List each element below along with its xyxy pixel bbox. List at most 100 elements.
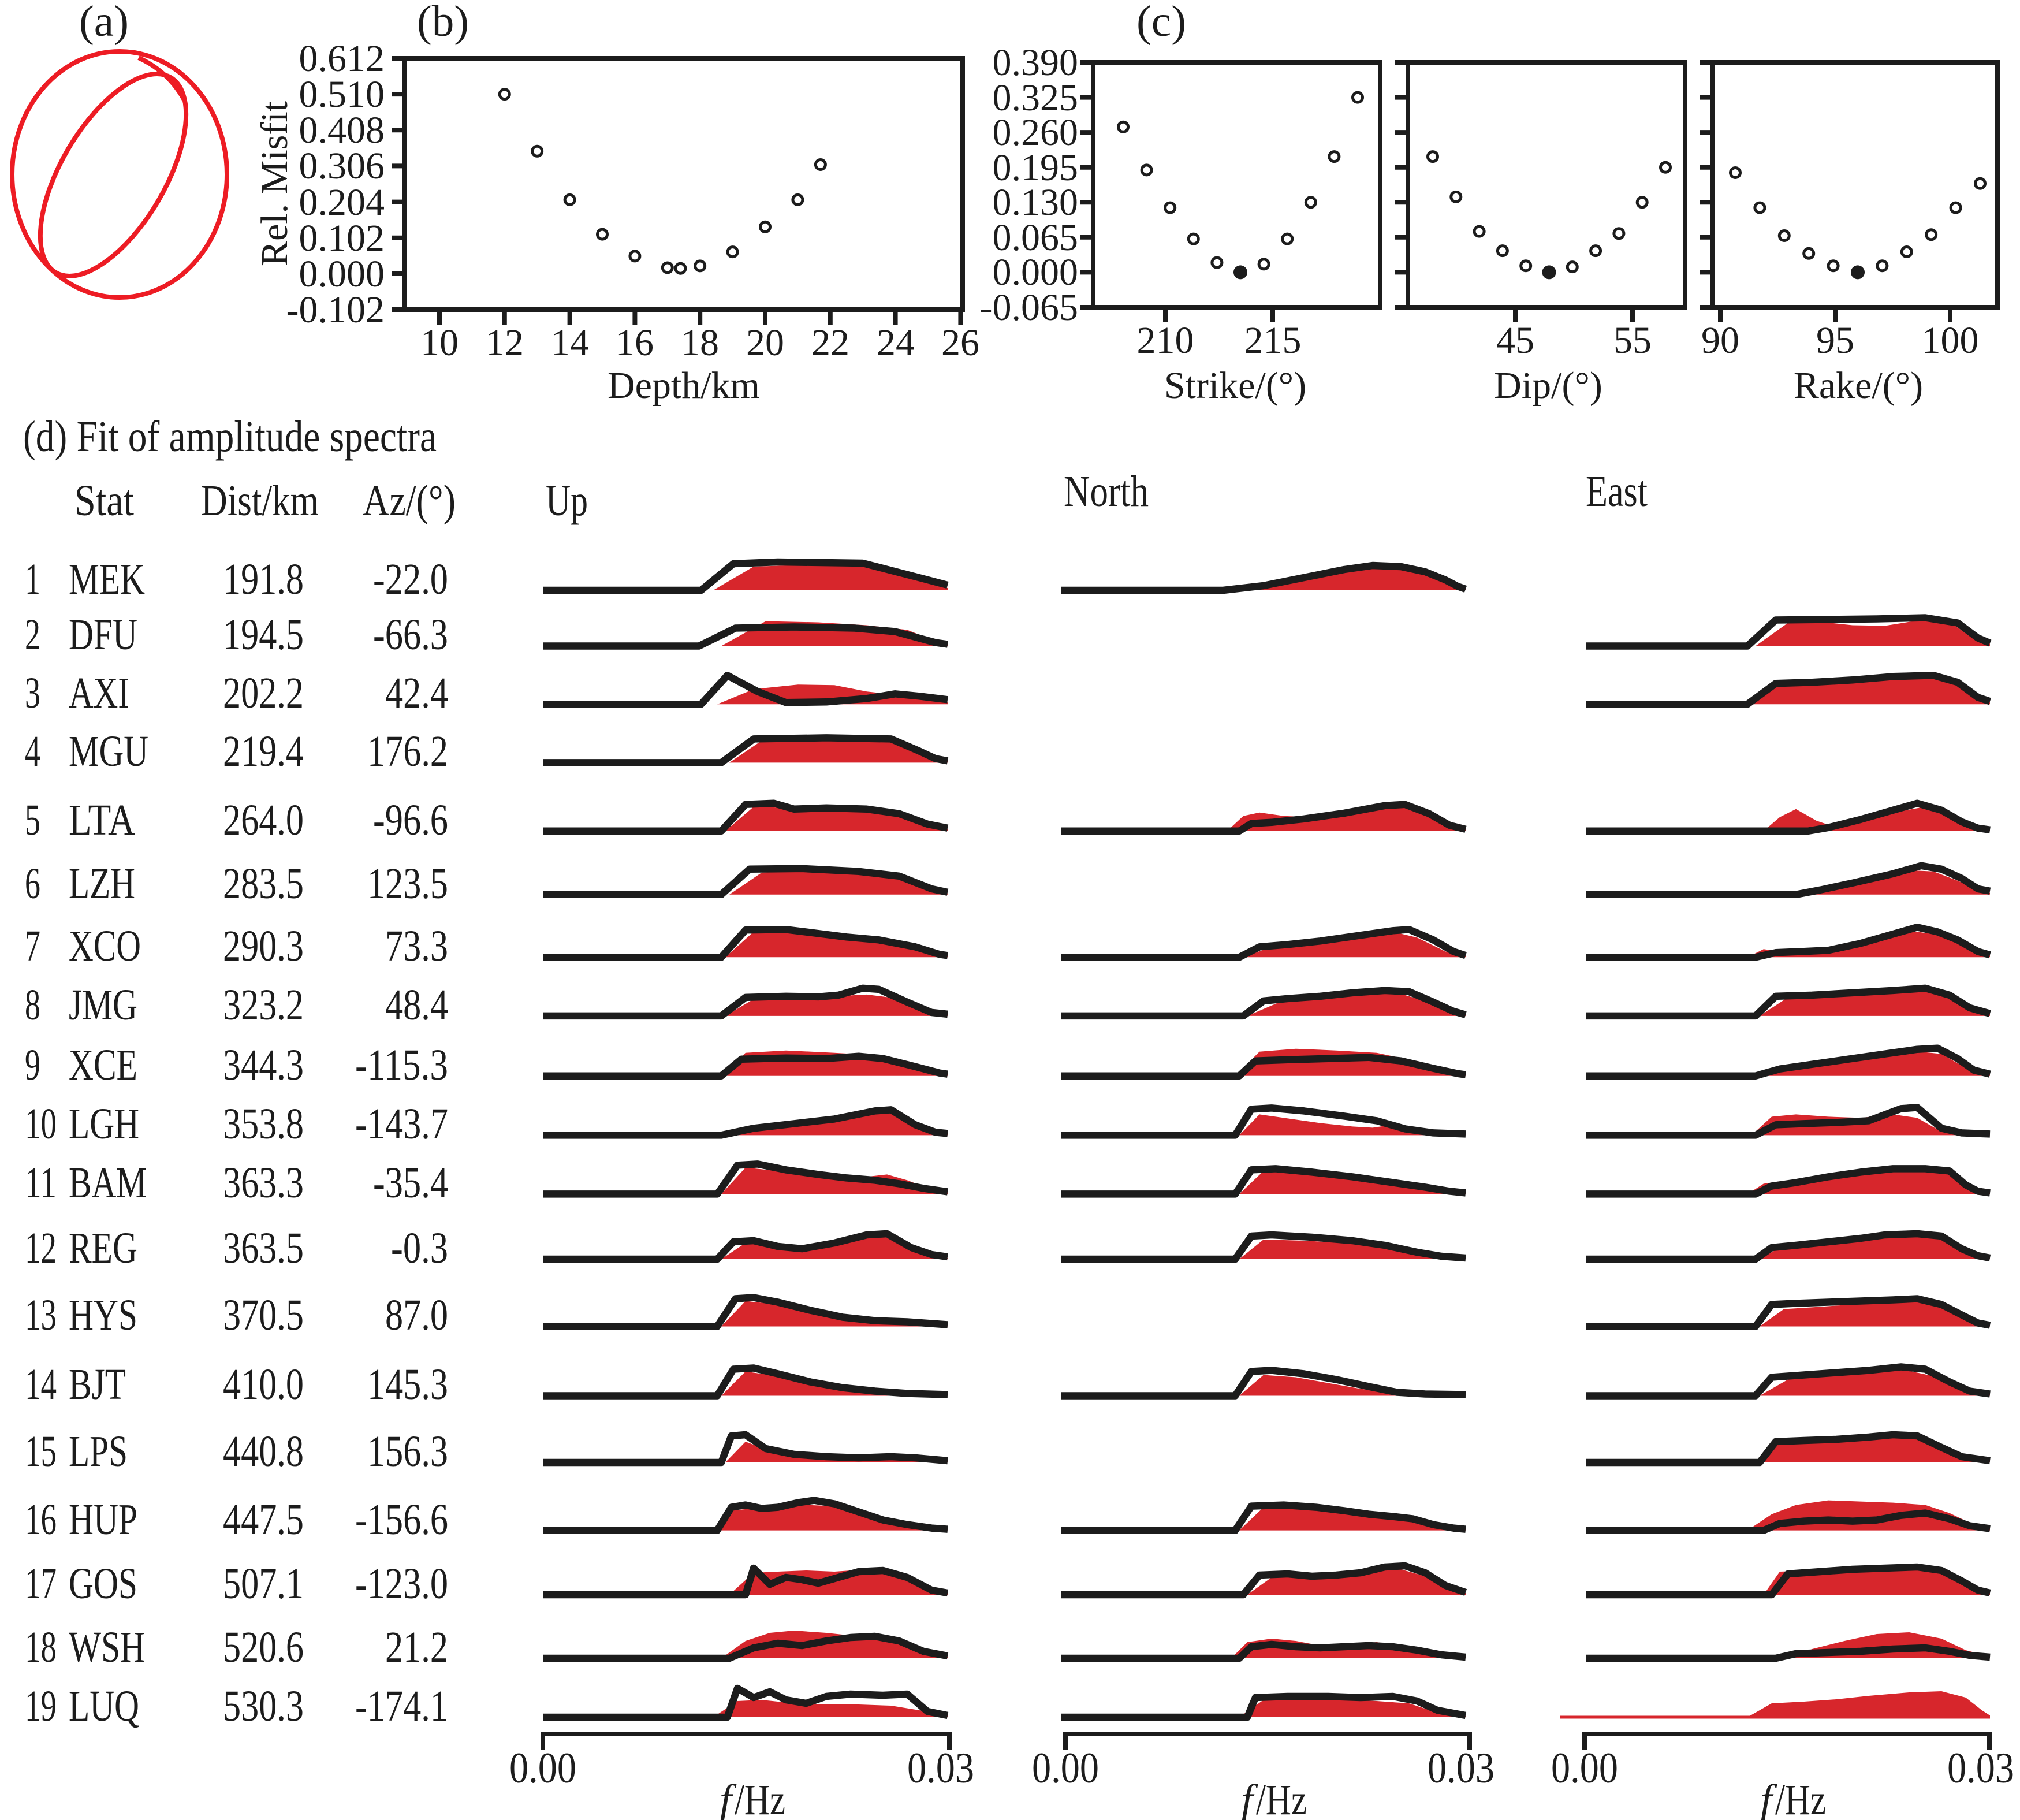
svg-text:0.03: 0.03	[1428, 1744, 1494, 1792]
svg-text:344.3: 344.3	[223, 1041, 304, 1089]
svg-text:Up: Up	[546, 477, 588, 525]
svg-text:16: 16	[616, 322, 654, 364]
svg-text:0.102: 0.102	[299, 217, 385, 259]
svg-text:0.065: 0.065	[993, 217, 1079, 259]
svg-text:283.5: 283.5	[223, 859, 304, 908]
svg-text:0.390: 0.390	[993, 42, 1079, 84]
svg-text:0.510: 0.510	[299, 73, 385, 116]
svg-text:(d) Fit of amplitude spectra: (d) Fit of amplitude spectra	[23, 412, 437, 461]
svg-text:11: 11	[25, 1159, 57, 1207]
svg-text:Stat: Stat	[74, 477, 134, 525]
svg-text:123.5: 123.5	[367, 859, 448, 908]
svg-text:100: 100	[1922, 319, 1979, 362]
svg-text:1: 1	[25, 555, 40, 604]
svg-text:-156.6: -156.6	[355, 1495, 448, 1544]
svg-text:XCO: XCO	[69, 922, 141, 970]
svg-text:48.4: 48.4	[385, 981, 448, 1029]
svg-text:215: 215	[1244, 319, 1302, 362]
svg-text:MEK: MEK	[69, 555, 145, 604]
svg-text:16: 16	[25, 1495, 57, 1544]
svg-text:0.325: 0.325	[993, 77, 1079, 119]
svg-text:8: 8	[25, 981, 40, 1029]
svg-text:0.00: 0.00	[1551, 1744, 1618, 1792]
svg-text:BAM: BAM	[69, 1159, 147, 1207]
svg-text:(a): (a)	[79, 0, 129, 46]
svg-text:20: 20	[746, 322, 784, 364]
svg-text:-174.1: -174.1	[355, 1682, 448, 1730]
svg-text:12: 12	[486, 322, 524, 364]
svg-text:JMG: JMG	[69, 981, 137, 1029]
svg-text:264.0: 264.0	[223, 796, 304, 844]
svg-text:26: 26	[941, 322, 979, 364]
svg-text:156.3: 156.3	[367, 1427, 448, 1476]
svg-text:LPS: LPS	[69, 1427, 128, 1476]
svg-text:Rake/(°): Rake/(°)	[1794, 364, 1923, 407]
svg-text:0.306: 0.306	[299, 145, 385, 187]
svg-text:-0.102: -0.102	[286, 289, 385, 331]
svg-text:Rel. Misfit: Rel. Misfit	[254, 101, 296, 266]
svg-text:18: 18	[25, 1623, 57, 1672]
svg-text:24: 24	[877, 322, 915, 364]
svg-text:North: North	[1064, 467, 1149, 516]
svg-text:194.5: 194.5	[223, 611, 304, 659]
svg-text:90: 90	[1701, 319, 1739, 362]
svg-text:0.03: 0.03	[907, 1744, 974, 1792]
svg-text:7: 7	[25, 922, 40, 970]
svg-text:530.3: 530.3	[223, 1682, 304, 1730]
svg-text:(c): (c)	[1136, 0, 1186, 46]
svg-text:21.2: 21.2	[385, 1623, 448, 1672]
svg-text:22: 22	[811, 322, 849, 364]
svg-text:LUQ: LUQ	[69, 1682, 139, 1730]
svg-text:45: 45	[1496, 319, 1534, 362]
svg-text:MGU: MGU	[69, 727, 148, 776]
svg-text:19: 19	[25, 1682, 57, 1730]
svg-text:Az/(°): Az/(°)	[363, 477, 456, 525]
svg-text:370.5: 370.5	[223, 1291, 304, 1339]
svg-text:219.4: 219.4	[223, 727, 304, 776]
svg-text:363.5: 363.5	[223, 1224, 304, 1272]
svg-text:WSH: WSH	[69, 1623, 145, 1672]
svg-text:Dist/km: Dist/km	[201, 477, 319, 525]
svg-text:87.0: 87.0	[385, 1291, 448, 1339]
svg-text:9: 9	[25, 1041, 40, 1089]
svg-text:6: 6	[25, 859, 40, 908]
svg-text:3: 3	[25, 669, 40, 717]
svg-text:14: 14	[25, 1360, 57, 1409]
svg-text:-0.3: -0.3	[391, 1224, 448, 1272]
svg-text:440.8: 440.8	[223, 1427, 304, 1476]
svg-text:13: 13	[25, 1291, 57, 1339]
svg-text:507.1: 507.1	[223, 1560, 304, 1608]
svg-text:0.612: 0.612	[299, 38, 385, 80]
svg-text:0.408: 0.408	[299, 109, 385, 151]
svg-text:(b): (b)	[417, 0, 469, 46]
svg-text:363.3: 363.3	[223, 1159, 304, 1207]
svg-text:0.00: 0.00	[509, 1744, 576, 1792]
svg-text:Dip/(°): Dip/(°)	[1494, 364, 1602, 407]
svg-text:10: 10	[420, 322, 459, 364]
svg-text:0.000: 0.000	[993, 251, 1079, 293]
svg-text:/Hz: /Hz	[1775, 1776, 1826, 1820]
svg-text:18: 18	[681, 322, 719, 364]
svg-text:-66.3: -66.3	[373, 611, 448, 659]
svg-text:-123.0: -123.0	[355, 1560, 448, 1608]
svg-text:176.2: 176.2	[367, 727, 448, 776]
svg-text:323.2: 323.2	[223, 981, 304, 1029]
svg-text:BJT: BJT	[69, 1360, 126, 1409]
svg-text:Strike/(°): Strike/(°)	[1164, 364, 1306, 407]
svg-text:95: 95	[1816, 319, 1854, 362]
svg-text:447.5: 447.5	[223, 1495, 304, 1544]
svg-text:0.03: 0.03	[1947, 1744, 2014, 1792]
svg-text:0.204: 0.204	[299, 181, 385, 224]
svg-text:42.4: 42.4	[385, 669, 448, 717]
svg-text:-143.7: -143.7	[355, 1100, 448, 1148]
svg-text:LGH: LGH	[69, 1100, 139, 1148]
svg-text:-22.0: -22.0	[373, 555, 448, 604]
svg-text:12: 12	[25, 1224, 57, 1272]
svg-text:GOS: GOS	[69, 1560, 137, 1608]
svg-text:-96.6: -96.6	[373, 796, 448, 844]
svg-text:HUP: HUP	[69, 1495, 137, 1544]
svg-text:5: 5	[25, 796, 40, 844]
svg-text:LTA: LTA	[69, 796, 135, 844]
svg-text:East: East	[1586, 467, 1648, 516]
svg-text:10: 10	[25, 1100, 57, 1148]
